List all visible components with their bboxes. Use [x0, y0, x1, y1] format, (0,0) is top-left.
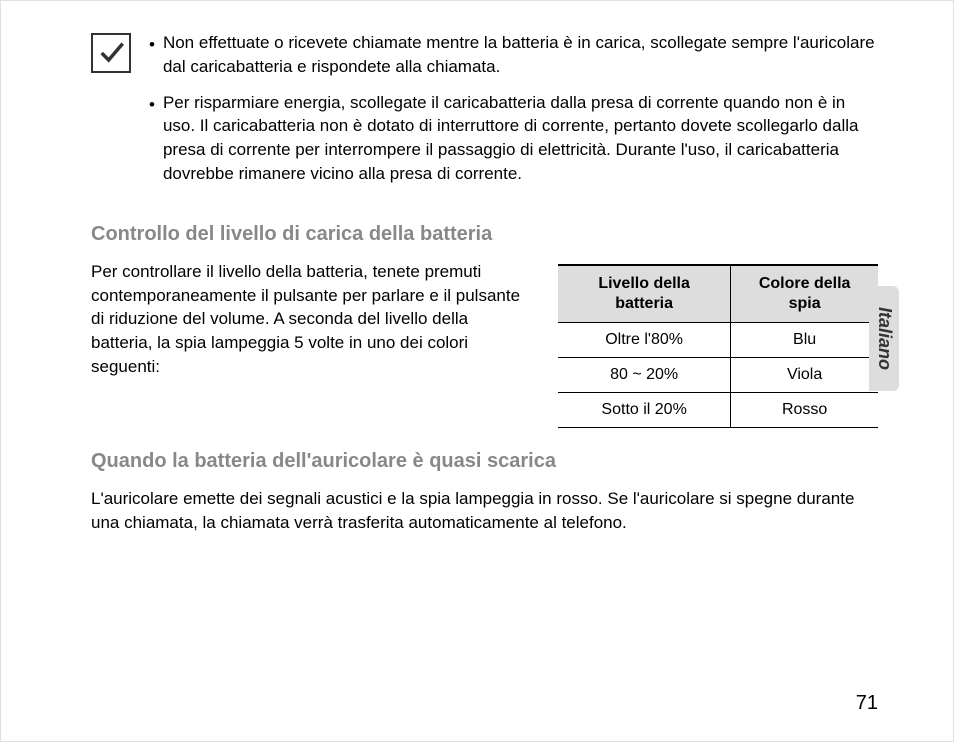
- table-row: Sotto il 20% Rosso: [558, 392, 878, 427]
- note-bullet-item: • Non effettuate o ricevete chiamate men…: [149, 31, 878, 79]
- note-bullet-text: Per risparmiare energia, scollegate il c…: [163, 91, 878, 186]
- checkmark-icon: [91, 33, 131, 73]
- note-bullet-list: • Non effettuate o ricevete chiamate men…: [149, 31, 878, 198]
- cell-level: Sotto il 20%: [558, 392, 731, 427]
- language-tab-label: Italiano: [874, 307, 895, 370]
- cell-color: Blu: [731, 322, 878, 357]
- cell-level: 80 ~ 20%: [558, 357, 731, 392]
- table-row: Oltre l'80% Blu: [558, 322, 878, 357]
- table-row: 80 ~ 20% Viola: [558, 357, 878, 392]
- cell-color: Rosso: [731, 392, 878, 427]
- note-section: • Non effettuate o ricevete chiamate men…: [91, 31, 878, 198]
- page-number: 71: [856, 692, 878, 715]
- bullet-icon: •: [149, 33, 155, 79]
- cell-level: Oltre l'80%: [558, 322, 731, 357]
- table-header-color: Colore della spia: [731, 265, 878, 323]
- battery-check-intro: Per controllare il livello della batteri…: [91, 260, 528, 379]
- low-battery-body: L'auricolare emette dei segnali acustici…: [91, 487, 878, 535]
- manual-page: • Non effettuate o ricevete chiamate men…: [0, 0, 954, 742]
- section-heading-low-battery: Quando la batteria dell'auricolare è qua…: [91, 450, 878, 473]
- note-bullet-item: • Per risparmiare energia, scollegate il…: [149, 91, 878, 186]
- table-header-row: Livello della batteria Colore della spia: [558, 265, 878, 323]
- language-tab: Italiano: [869, 286, 899, 391]
- note-bullet-text: Non effettuate o ricevete chiamate mentr…: [163, 31, 878, 79]
- section-heading-battery-check: Controllo del livello di carica della ba…: [91, 223, 878, 246]
- table-header-level: Livello della batteria: [558, 265, 731, 323]
- battery-check-row: Per controllare il livello della batteri…: [91, 260, 878, 428]
- cell-color: Viola: [731, 357, 878, 392]
- bullet-icon: •: [149, 93, 155, 186]
- battery-level-table: Livello della batteria Colore della spia…: [558, 264, 878, 428]
